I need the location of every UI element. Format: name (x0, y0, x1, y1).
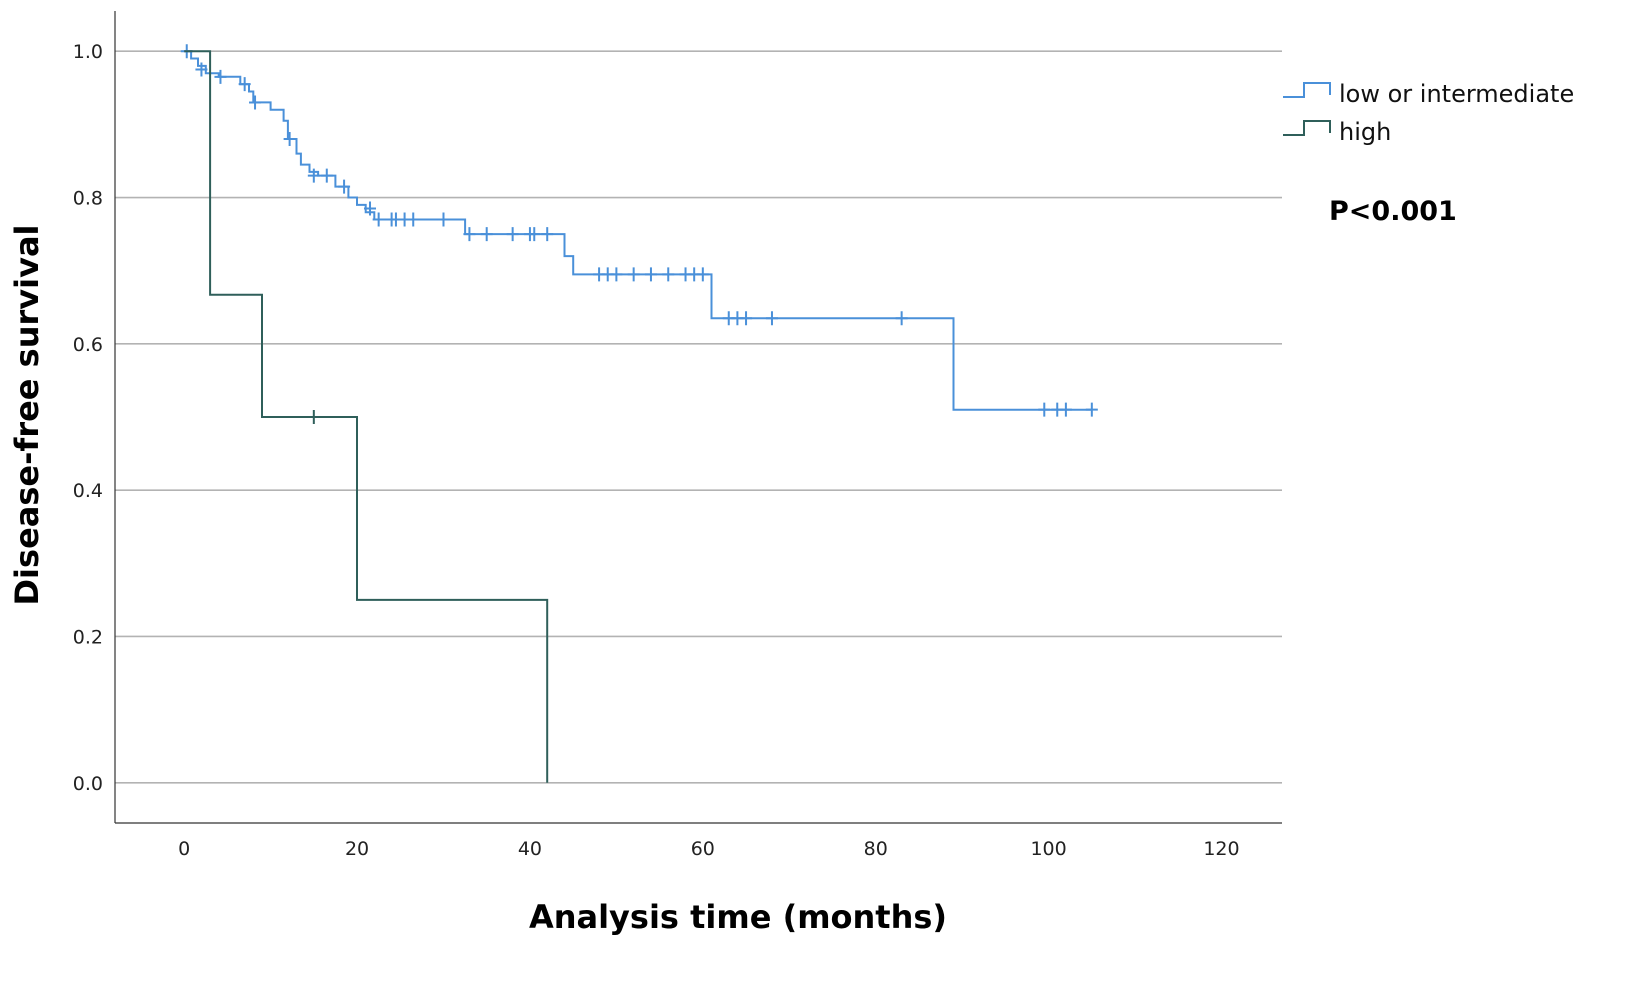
legend: low or intermediate high (1283, 80, 1574, 146)
censor-mark (644, 267, 657, 282)
x-axis-title: Analysis time (months) (529, 898, 947, 936)
censor-mark (338, 179, 351, 194)
censor-mark (407, 212, 420, 227)
censor-mark (506, 227, 519, 242)
y-tick-label: 0.8 (73, 188, 103, 210)
y-axis-title: Disease-free survival (8, 224, 46, 605)
x-tick-label: 0 (178, 838, 190, 860)
x-tick-label: 120 (1203, 838, 1239, 860)
legend-label: high (1339, 118, 1391, 146)
p-value-annotation: P<0.001 (1329, 196, 1457, 227)
x-tick-label: 60 (691, 838, 715, 860)
y-tick-label: 0.6 (73, 334, 103, 356)
censor-mark (307, 168, 320, 183)
y-tick-label: 0.0 (73, 773, 103, 795)
censor-mark (1059, 402, 1072, 417)
censor-mark (214, 69, 227, 84)
censor-mark (463, 227, 476, 242)
y-tick-label: 1.0 (73, 41, 103, 63)
censor-mark (541, 227, 554, 242)
censor-mark (662, 267, 675, 282)
censor-mark (1038, 402, 1051, 417)
censor-mark (740, 311, 753, 326)
y-tick-label: 0.2 (73, 626, 103, 648)
censor-mark (320, 168, 333, 183)
censor-mark (238, 77, 251, 92)
censor-mark (627, 267, 640, 282)
legend-swatch (1283, 82, 1331, 98)
x-tick-label: 20 (345, 838, 369, 860)
x-tick-label: 100 (1030, 838, 1066, 860)
series-lines (180, 44, 1098, 783)
legend-swatch (1283, 120, 1331, 136)
censor-mark (437, 212, 450, 227)
censor-mark (364, 201, 377, 216)
legend-label: low or intermediate (1339, 80, 1574, 108)
censor-mark (696, 267, 709, 282)
axes: 0.0 0.2 0.4 0.6 0.8 1.0 0 20 40 60 80 100 120 (73, 11, 1282, 860)
series-line-high (184, 50, 549, 783)
censor-mark (249, 95, 262, 110)
censor-mark (283, 132, 296, 147)
gridlines (115, 50, 1282, 784)
x-tick-label: 80 (864, 838, 888, 860)
censor-mark (372, 212, 385, 227)
censor-mark (610, 267, 623, 282)
censor-mark (528, 227, 541, 242)
censor-mark (895, 311, 908, 326)
censor-mark (307, 410, 320, 424)
censor-mark (1085, 402, 1098, 417)
censor-mark (195, 62, 208, 77)
series-line-low-intermediate (184, 50, 1092, 411)
x-tick-label: 40 (518, 838, 542, 860)
censor-mark (480, 227, 493, 242)
y-tick-label: 0.4 (73, 480, 103, 502)
censor-mark (765, 311, 778, 326)
